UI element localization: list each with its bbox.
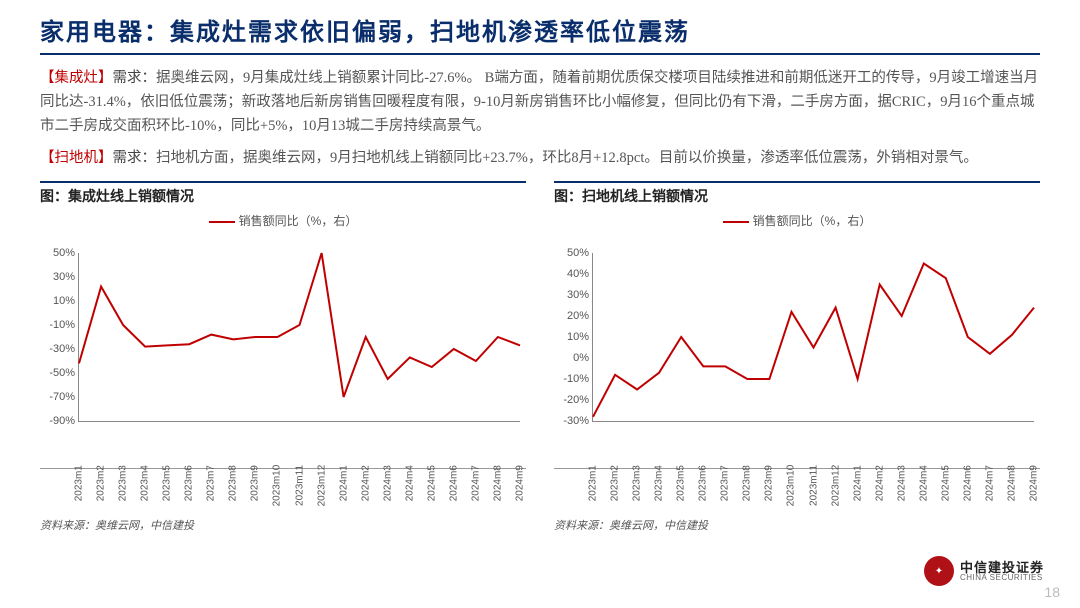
- brand-logo-en: CHINA SECURITIES: [960, 574, 1044, 582]
- x-tick: 2023m7: [720, 465, 731, 501]
- chart-left-source: 资料来源：奥维云网，中信建投: [40, 517, 526, 533]
- y-tick: 0%: [557, 352, 589, 364]
- y-tick: 30%: [43, 271, 75, 283]
- x-tick: 2024m1: [338, 465, 349, 501]
- x-tick: 2023m4: [654, 465, 665, 501]
- x-tick: 2024m9: [1029, 465, 1040, 501]
- lead-jczao: 需求：: [113, 70, 157, 86]
- x-tick: 2023m5: [676, 465, 687, 501]
- tag-sdji: 【扫地机】: [40, 150, 113, 166]
- text-jczao: 据奥维云网，9月集成灶线上销额累计同比-27.6%。 B端方面，随着前期优质保交…: [40, 70, 1038, 134]
- x-tick: 2023m12: [830, 465, 841, 507]
- y-tick: -90%: [43, 415, 75, 427]
- x-tick: 2023m3: [632, 465, 643, 501]
- x-tick: 2023m4: [140, 465, 151, 501]
- chart-line: [79, 253, 520, 421]
- paragraph-jczao: 【集成灶】需求：据奥维云网，9月集成灶线上销额累计同比-27.6%。 B端方面，…: [40, 67, 1040, 139]
- y-tick: -70%: [43, 391, 75, 403]
- x-tick: 2023m12: [316, 465, 327, 507]
- x-tick: 2024m8: [492, 465, 503, 501]
- y-tick: -30%: [43, 343, 75, 355]
- x-tick: 2024m4: [404, 465, 415, 501]
- y-tick: -10%: [557, 373, 589, 385]
- y-tick: 50%: [557, 247, 589, 259]
- x-tick: 2023m9: [250, 465, 261, 501]
- x-tick: 2024m7: [984, 465, 995, 501]
- x-tick: 2024m3: [382, 465, 393, 501]
- tag-jczao: 【集成灶】: [40, 70, 113, 86]
- x-tick: 2023m10: [786, 465, 797, 507]
- y-tick: 50%: [43, 247, 75, 259]
- chart-right-title: 图：扫地机线上销额情况: [554, 181, 1040, 206]
- x-tick: 2023m9: [764, 465, 775, 501]
- x-tick: 2024m6: [448, 465, 459, 501]
- x-tick: 2024m1: [852, 465, 863, 501]
- brand-logo-cn: 中信建投证券: [960, 561, 1044, 574]
- chart-right: 图：扫地机线上销额情况 销售额同比（%，右） 50% 40% 30% 20% 10% 0%…: [554, 181, 1040, 533]
- x-tick: 2024m2: [874, 465, 885, 501]
- chart-right-legend: 销售额同比（%，右）: [554, 208, 1040, 229]
- x-tick: 2023m2: [96, 465, 107, 501]
- x-tick: 2024m5: [426, 465, 437, 501]
- chart-right-source: 资料来源：奥维云网，中信建投: [554, 517, 1040, 533]
- x-tick: 2024m4: [918, 465, 929, 501]
- paragraph-sdji: 【扫地机】需求：扫地机方面，据奥维云网，9月扫地机线上销额同比+23.7%，环比…: [40, 147, 1040, 171]
- x-tick: 2024m9: [515, 465, 526, 501]
- y-tick: -20%: [557, 394, 589, 406]
- x-tick: 2024m3: [896, 465, 907, 501]
- x-tick: 2023m1: [74, 465, 85, 501]
- x-tick: 2024m2: [360, 465, 371, 501]
- x-tick: 2023m6: [184, 465, 195, 501]
- brand-logo: ✦ 中信建投证券 CHINA SECURITIES: [924, 556, 1044, 586]
- x-tick: 2024m6: [962, 465, 973, 501]
- x-tick: 2023m8: [228, 465, 239, 501]
- x-tick: 2023m11: [808, 465, 819, 506]
- y-tick: 40%: [557, 268, 589, 280]
- x-tick: 2024m5: [940, 465, 951, 501]
- y-tick: 10%: [43, 295, 75, 307]
- text-sdji: 扫地机方面，据奥维云网，9月扫地机线上销额同比+23.7%，环比8月+12.8p…: [156, 150, 978, 166]
- brand-logo-icon: ✦: [924, 556, 954, 586]
- x-tick: 2023m10: [272, 465, 283, 507]
- x-tick: 2023m8: [742, 465, 753, 501]
- chart-left-legend: 销售额同比（%，右）: [40, 208, 526, 229]
- chart-line: [593, 253, 1034, 421]
- x-tick: 2024m7: [470, 465, 481, 501]
- x-tick: 2023m7: [206, 465, 217, 501]
- x-tick: 2023m2: [610, 465, 621, 501]
- y-tick: 20%: [557, 310, 589, 322]
- chart-left-title: 图：集成灶线上销额情况: [40, 181, 526, 206]
- x-tick: 2023m1: [588, 465, 599, 501]
- lead-sdji: 需求：: [113, 150, 157, 166]
- page-number: 18: [1044, 584, 1060, 600]
- y-tick: -10%: [43, 319, 75, 331]
- y-tick: 30%: [557, 289, 589, 301]
- y-tick: 10%: [557, 331, 589, 343]
- y-tick: -50%: [43, 367, 75, 379]
- x-tick: 2023m11: [294, 465, 305, 506]
- chart-left: 图：集成灶线上销额情况 销售额同比（%，右） 50% 30% 10% -10% -30%…: [40, 181, 526, 533]
- x-tick: 2023m3: [118, 465, 129, 501]
- x-tick: 2024m8: [1006, 465, 1017, 501]
- page-title: 家用电器：集成灶需求依旧偏弱，扫地机渗透率低位震荡: [40, 12, 1040, 55]
- x-tick: 2023m5: [162, 465, 173, 501]
- y-tick: -30%: [557, 415, 589, 427]
- x-tick: 2023m6: [698, 465, 709, 501]
